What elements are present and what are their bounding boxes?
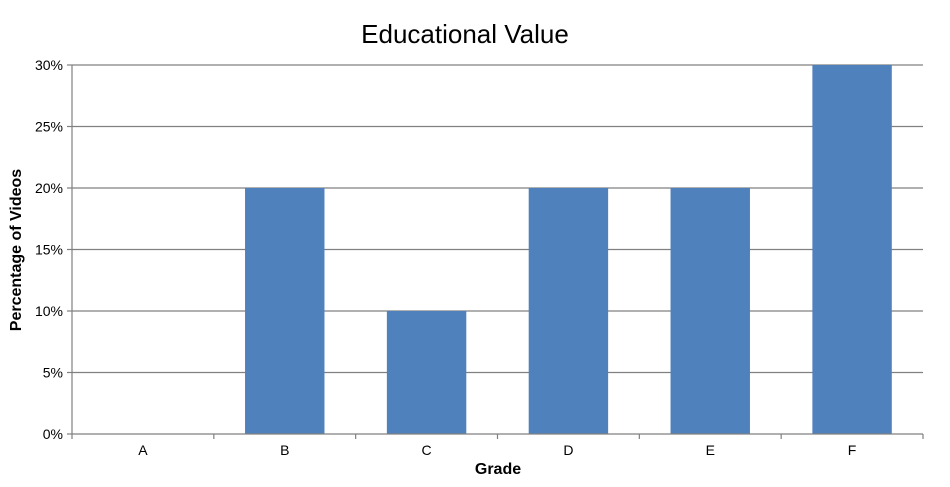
x-tick-label: D	[563, 442, 573, 458]
x-tick-label: E	[706, 442, 715, 458]
x-tick-label: C	[422, 442, 432, 458]
x-tick-label: F	[848, 442, 857, 458]
bar-b	[245, 188, 325, 434]
y-tick-label: 10%	[35, 303, 63, 319]
x-tick-label: B	[280, 442, 289, 458]
y-tick-label: 30%	[35, 57, 63, 73]
chart-title: Educational Value	[361, 19, 569, 49]
y-axis-ticks: 0% 5% 10% 15% 20% 25% 30%	[35, 57, 63, 442]
bar-c	[386, 311, 467, 434]
y-tick-label: 5%	[43, 365, 63, 381]
axes	[67, 64, 924, 439]
x-tick-label: A	[138, 442, 148, 458]
bar-f	[812, 65, 892, 434]
y-axis-label: Percentage of Videos	[8, 169, 25, 332]
y-tick-label: 0%	[43, 426, 63, 442]
x-axis-ticks: A B C D E F	[138, 442, 856, 458]
y-tick-label: 25%	[35, 119, 63, 135]
bars	[245, 65, 892, 434]
bar-e	[670, 188, 750, 434]
y-tick-label: 20%	[35, 180, 63, 196]
bar-d	[528, 188, 609, 434]
x-axis-label: Grade	[475, 461, 521, 478]
y-tick-label: 15%	[35, 242, 63, 258]
gridlines	[72, 64, 923, 374]
